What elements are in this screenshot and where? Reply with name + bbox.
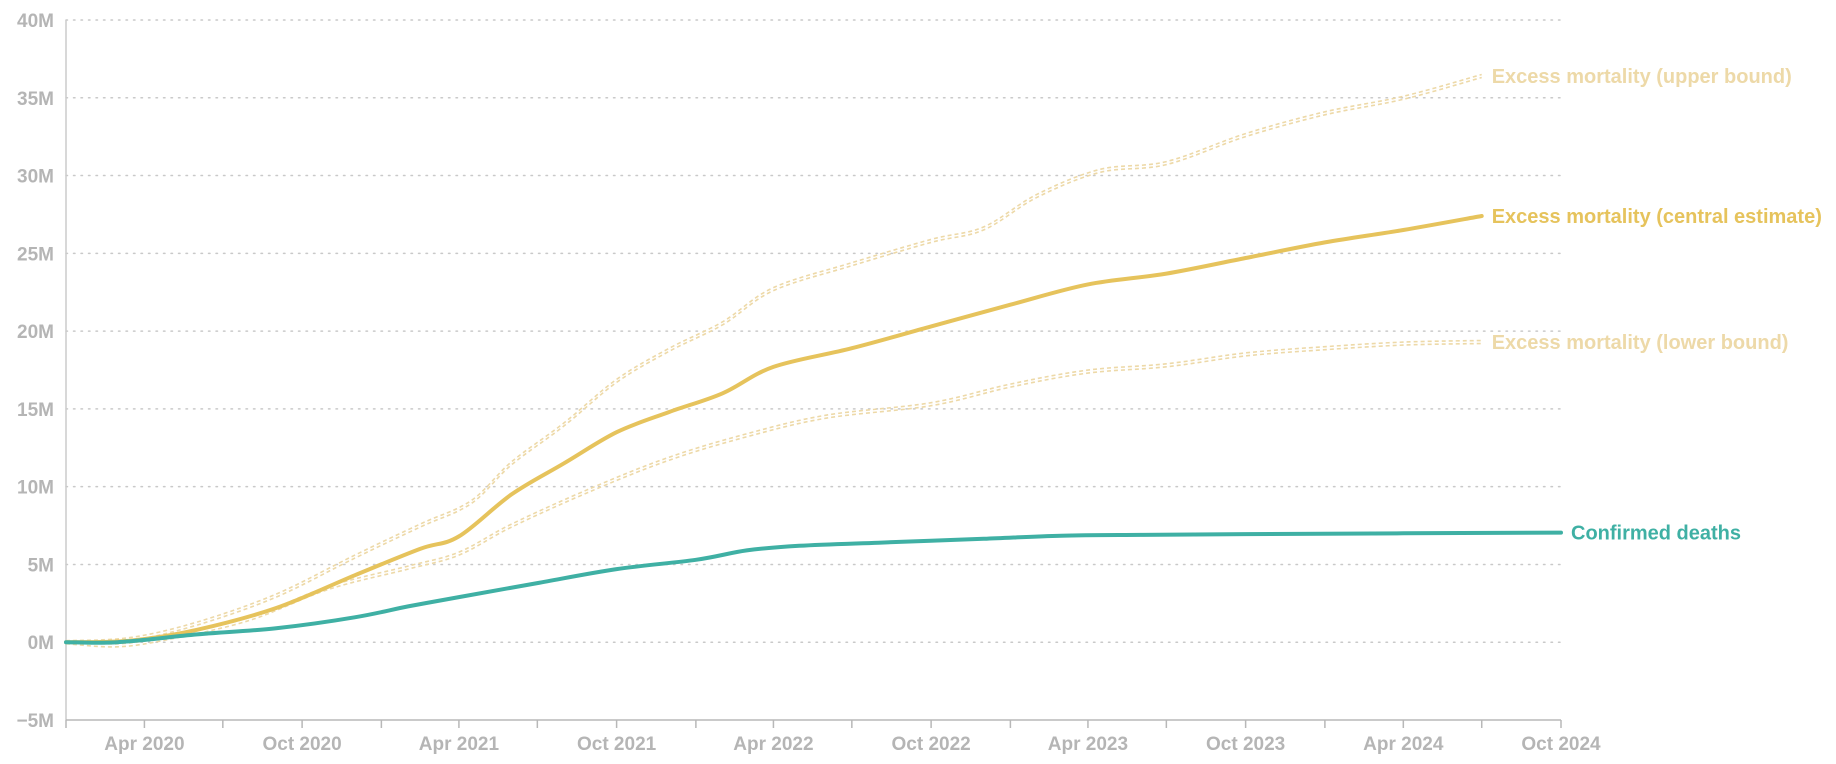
x-tick-label: Oct 2024 (1521, 734, 1601, 755)
y-tick-label: 25M (17, 244, 54, 265)
x-tick-label: Oct 2020 (262, 734, 341, 755)
y-tick-label: 35M (17, 89, 54, 110)
series-lines (64, 73, 1563, 648)
series-line-excess-mortality-upper-bound (65, 76, 1482, 645)
y-tick-label: 30M (17, 167, 54, 188)
x-tick-label: Apr 2023 (1048, 734, 1128, 755)
x-tick-label: Apr 2021 (419, 734, 500, 755)
series-label-excess-mortality-central-estimate: Excess mortality (central estimate) (1492, 206, 1822, 228)
series-line-excess-mortality-lower-bound (65, 339, 1482, 645)
series-line-excess-mortality-central-estimate (64, 214, 1484, 645)
series-line-excess-mortality-upper-bound (65, 73, 1482, 642)
x-tick-label: Apr 2020 (104, 734, 184, 755)
y-tick-label: 10M (17, 478, 54, 499)
series-line-confirmed-deaths (64, 530, 1563, 645)
series-labels: Excess mortality (upper bound) Excess mor… (1492, 66, 1822, 545)
x-tick-label: Oct 2023 (1206, 734, 1285, 755)
series-label-excess-mortality-lower-bound: Excess mortality (lower bound) (1492, 332, 1789, 354)
x-tick-label: Apr 2022 (733, 734, 813, 755)
axes: 40M 35M 30M 25M 20M 15M 10M 5M 0M −5M Apr 2020 Oct … (17, 11, 1602, 755)
gridlines (65, 19, 1562, 643)
x-tick-label: Apr 2024 (1363, 734, 1444, 755)
y-tick-label: 0M (28, 633, 54, 654)
x-tick-label: Oct 2021 (577, 734, 657, 755)
y-tick-label: 40M (17, 11, 54, 32)
y-tick-label: 20M (17, 322, 54, 343)
y-tick-label: 5M (28, 555, 54, 576)
y-tick-label: −5M (17, 711, 55, 732)
series-label-excess-mortality-upper-bound: Excess mortality (upper bound) (1492, 66, 1792, 88)
series-line-excess-mortality-lower-bound (65, 342, 1482, 648)
series-label-confirmed-deaths: Confirmed deaths (1571, 523, 1741, 545)
x-tick-label: Oct 2022 (892, 734, 971, 755)
y-tick-label: 15M (17, 400, 54, 421)
